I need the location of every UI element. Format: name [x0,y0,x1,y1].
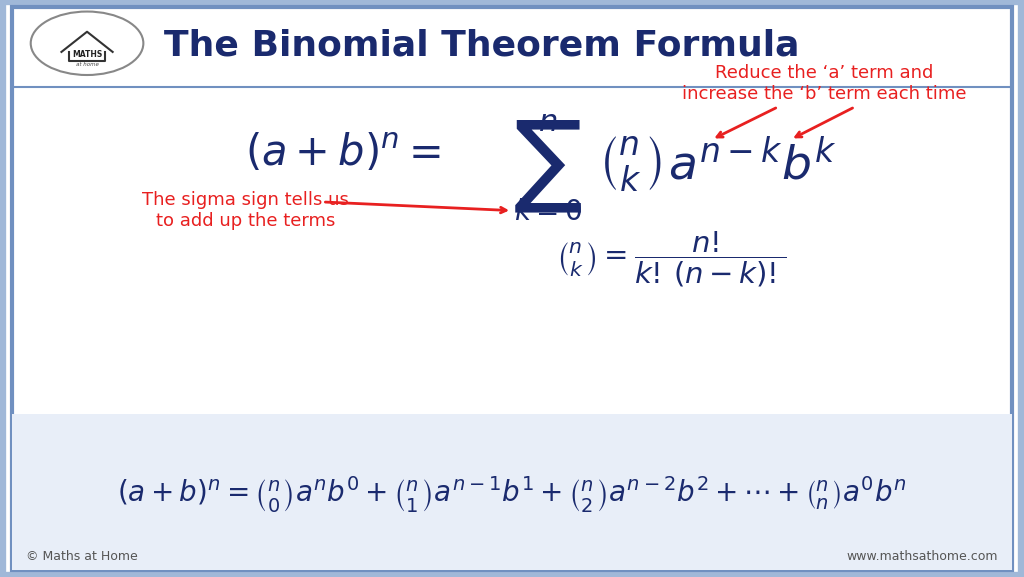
Text: $(a+b)^n = \binom{n}{0}a^n b^0 + \binom{n}{1}a^{n-1}b^1 + \binom{n}{2}a^{n-2}b^2: $(a+b)^n = \binom{n}{0}a^n b^0 + \binom{… [117,475,907,515]
Text: $\binom{n}{k}$: $\binom{n}{k}$ [598,134,662,194]
Text: MATHS: MATHS [72,50,102,59]
Text: $\sum$: $\sum$ [513,119,583,215]
Text: The Binomial Theorem Formula: The Binomial Theorem Formula [164,28,800,62]
Text: © Maths at Home: © Maths at Home [26,550,137,563]
Text: $k=0$: $k=0$ [514,198,582,226]
Text: www.mathsathome.com: www.mathsathome.com [847,550,998,563]
Text: $a^{n-k}b^k$: $a^{n-k}b^k$ [669,140,837,189]
Text: $\binom{n}{k} = \dfrac{n!}{k!\,(n-k)!}$: $\binom{n}{k} = \dfrac{n!}{k!\,(n-k)!}$ [556,230,785,289]
Text: at home: at home [76,62,98,67]
Circle shape [31,12,143,75]
Text: Reduce the ‘a’ term and
increase the ‘b’ term each time: Reduce the ‘a’ term and increase the ‘b’… [682,64,967,103]
FancyBboxPatch shape [12,7,1012,570]
Text: $(a+b)^n =$: $(a+b)^n =$ [245,132,441,174]
Text: $n$: $n$ [539,108,557,137]
FancyBboxPatch shape [12,414,1012,570]
Text: The sigma sign tells us
to add up the terms: The sigma sign tells us to add up the te… [142,191,349,230]
